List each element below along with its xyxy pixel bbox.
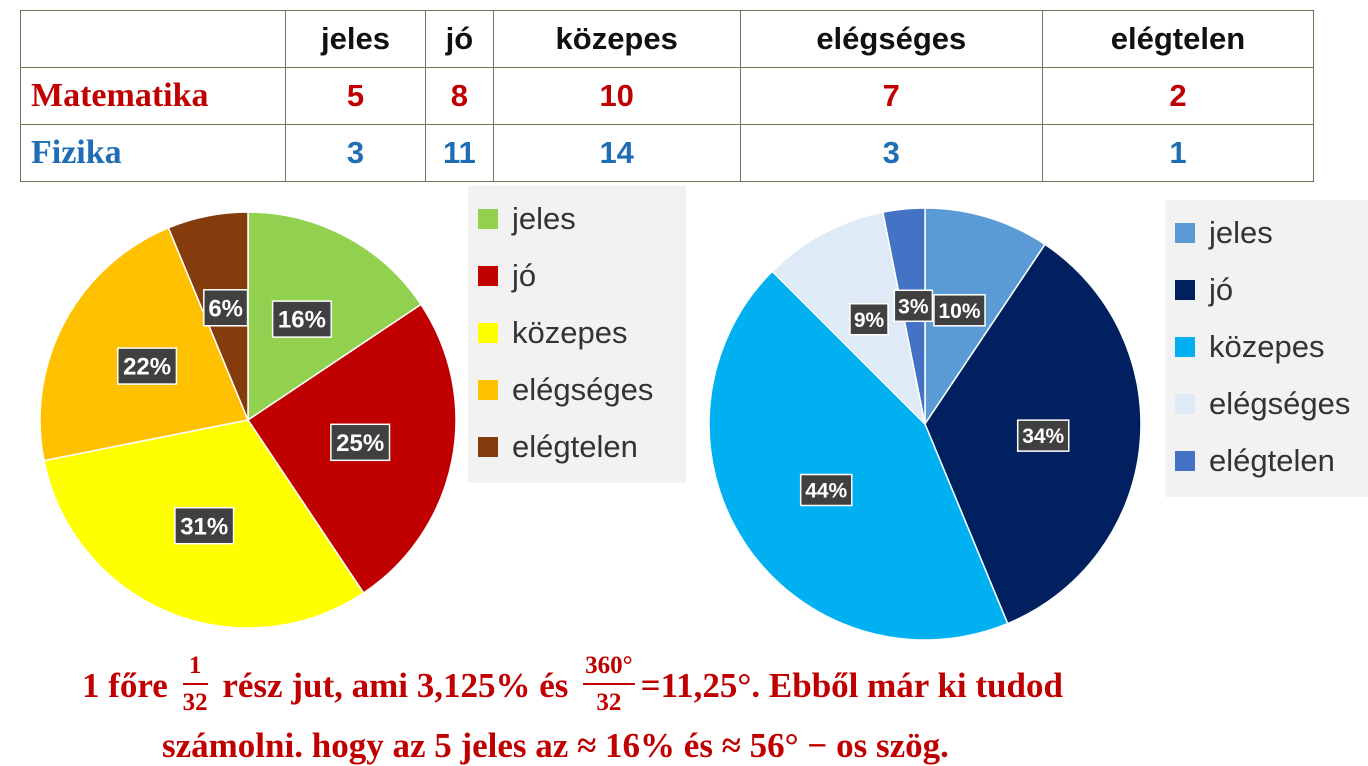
phys-slice-kozepes (708, 270, 1009, 641)
fraction-2-denominator: 32 (596, 688, 622, 716)
math-legend-item-elegtelen: elégtelen (478, 418, 678, 475)
subject-label-phys: Fizika (20, 124, 286, 182)
legend-swatch (1175, 222, 1195, 243)
phys-pie-chart: 10% 34% 44% 9% 3% (708, 207, 1142, 641)
svg-text:10%: 10% (938, 300, 980, 323)
legend-label: jó (1209, 271, 1234, 307)
math-elegtelen-cell: 2 (1041, 67, 1315, 125)
svg-text:25%: 25% (336, 430, 384, 457)
math-legend-item-elegseges: elégséges (478, 361, 678, 418)
fraction-1-32: 1 32 (182, 652, 208, 718)
fraction-1-numerator: 1 (182, 652, 208, 685)
legend-label: jeles (512, 200, 576, 236)
math-slice-label-elegtelen: 6% (203, 289, 249, 327)
legend-swatch (478, 208, 498, 229)
math-elegseges-cell: 7 (739, 67, 1043, 125)
phys-slice-label-elegtelen: 3% (893, 289, 934, 323)
phys-slice-label-elegseges: 9% (849, 302, 889, 336)
legend-label: elégséges (1209, 385, 1351, 421)
legend-label: elégséges (512, 371, 654, 407)
phys-kozepes-cell: 14 (492, 124, 741, 182)
note-text-b: rész jut, ami 3,125% és (222, 665, 569, 705)
legend-label: jó (512, 257, 537, 293)
legend-swatch (478, 379, 498, 400)
legend-swatch (478, 436, 498, 457)
legend-swatch (478, 322, 498, 343)
phys-legend-item-jo: jó (1175, 261, 1368, 318)
subject-label-math: Matematika (20, 67, 286, 125)
fraction-360-32: 360° 32 (583, 652, 635, 718)
math-legend-item-jeles: jeles (478, 190, 678, 247)
math-slice-elegseges (39, 226, 250, 462)
math-pie-chart: 16% 25% 31% 22% 6% (39, 211, 457, 629)
legend-label: közepes (512, 314, 628, 350)
svg-text:9%: 9% (854, 309, 885, 332)
table-row-phys: Fizika 3 11 14 3 1 (20, 124, 1315, 182)
grade-table: jeles jó közepes elégséges elégtelen Mat… (20, 10, 1315, 182)
math-legend-item-jo: jó (478, 247, 678, 304)
math-jo-cell: 8 (425, 67, 494, 125)
phys-slice-label-jo: 34% (1016, 419, 1070, 452)
math-slice-label-kozepes: 31% (174, 506, 235, 545)
svg-text:44%: 44% (805, 480, 847, 503)
fraction-1-denominator: 32 (182, 688, 208, 716)
phys-legend-item-jeles: jeles (1175, 204, 1368, 261)
math-slice-label-jeles: 16% (271, 300, 332, 338)
legend-label: közepes (1209, 328, 1325, 364)
phys-legend-item-kozepes: közepes (1175, 318, 1368, 375)
phys-jeles-cell: 3 (284, 124, 427, 182)
header-jo: jó (425, 10, 494, 68)
header-elegseges: elégséges (739, 10, 1043, 68)
table-header-row: jeles jó közepes elégséges elégtelen (20, 10, 1315, 68)
note-line-2: számolni. hogy az 5 jeles az ≈ 16% és ≈ … (162, 726, 949, 765)
note-line-1: 1 főre 1 32 rész jut, ami 3,125% és 360°… (82, 652, 1063, 722)
math-jeles-cell: 5 (284, 67, 427, 125)
legend-label: elégtelen (1209, 442, 1335, 478)
header-elegtelen: elégtelen (1041, 10, 1315, 68)
table-row-math: Matematika 5 8 10 7 2 (20, 67, 1315, 125)
phys-pie-legend: jeles jó közepes elégséges elégtelen (1165, 200, 1368, 497)
svg-text:34%: 34% (1022, 425, 1064, 448)
phys-legend-item-elegtelen: elégtelen (1175, 432, 1368, 489)
fraction-2-numerator: 360° (583, 652, 635, 685)
header-jeles: jeles (284, 10, 427, 68)
phys-slice-label-kozepes: 44% (799, 473, 853, 507)
header-kozepes: közepes (492, 10, 741, 68)
phys-legend-item-elegseges: elégséges (1175, 375, 1368, 432)
phys-slice-label-jeles: 10% (933, 294, 986, 327)
note-text-a: 1 főre (82, 665, 168, 705)
math-pie-legend: jeles jó közepes elégséges elégtelen (468, 186, 686, 483)
phys-elegseges-cell: 3 (739, 124, 1043, 182)
math-slice-jeles (247, 211, 422, 422)
legend-swatch (1175, 279, 1195, 300)
legend-swatch (1175, 336, 1195, 357)
legend-label: jeles (1209, 214, 1273, 250)
note-text-c: =11,25°. Ebből már ki tudod (640, 665, 1063, 705)
table-corner-cell (20, 10, 286, 68)
svg-text:16%: 16% (278, 307, 326, 334)
phys-elegtelen-cell: 1 (1041, 124, 1315, 182)
math-slice-label-elegseges: 22% (117, 347, 178, 385)
math-kozepes-cell: 10 (492, 67, 741, 125)
legend-swatch (478, 265, 498, 286)
svg-text:31%: 31% (180, 513, 228, 540)
phys-slice-elegseges (771, 211, 927, 427)
svg-text:22%: 22% (123, 354, 171, 381)
svg-text:6%: 6% (208, 295, 243, 322)
svg-text:3%: 3% (898, 295, 929, 318)
math-legend-item-kozepes: közepes (478, 304, 678, 361)
legend-swatch (1175, 450, 1195, 471)
phys-jo-cell: 11 (425, 124, 494, 182)
legend-swatch (1175, 393, 1195, 414)
math-slice-label-jo: 25% (330, 423, 391, 462)
legend-label: elégtelen (512, 428, 638, 464)
